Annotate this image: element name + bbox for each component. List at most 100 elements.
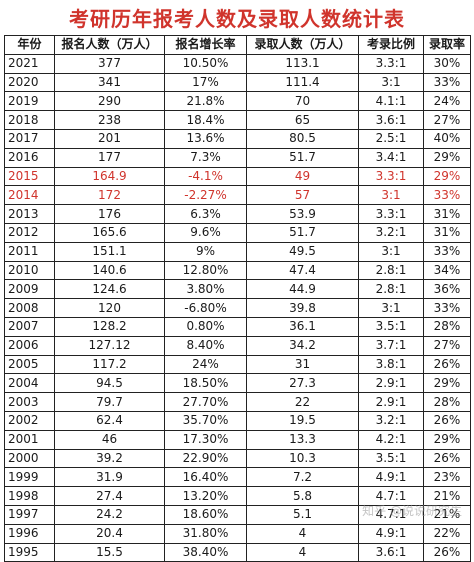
cell-ratio: 3.3:1 (358, 53, 424, 74)
cell-applicants: 177 (54, 147, 165, 168)
table-row: 2009 124.6 3.80% 44.9 2.8:1 36% (4, 279, 471, 300)
table-row: 2021 377 10.50% 113.1 3.3:1 30% (4, 53, 471, 74)
cell-admitted: 49.5 (246, 241, 359, 262)
cell-admission-rate: 33% (423, 298, 471, 318)
table-row: 2018 238 18.4% 65 3.6:1 27% (4, 110, 471, 130)
cell-applicants: 46 (54, 429, 165, 450)
cell-ratio: 3:1 (358, 72, 424, 93)
cell-ratio: 3.2:1 (358, 222, 424, 243)
cell-year: 2002 (4, 410, 55, 431)
cell-applicants: 164.9 (54, 166, 165, 187)
cell-admitted: 31 (246, 354, 359, 375)
cell-applicants: 62.4 (54, 410, 165, 431)
cell-growth-rate: 18.50% (164, 373, 247, 394)
table-row: 2004 94.5 18.50% 27.3 2.9:1 29% (4, 373, 471, 394)
table-row: 1997 24.2 18.60% 5.1 4.7:1 21% (4, 504, 471, 525)
watermark: 知乎 @说说研究生 (362, 504, 462, 518)
cell-admitted: 4 (246, 523, 359, 544)
table-row: 2001 46 17.30% 13.3 4.2:1 29% (4, 429, 471, 450)
cell-growth-rate: -4.1% (164, 166, 247, 187)
cell-applicants: 151.1 (54, 241, 165, 262)
cell-admitted: 36.1 (246, 316, 359, 337)
cell-admitted: 70 (246, 91, 359, 112)
table-row: 1995 15.5 38.40% 4 3.6:1 26% (4, 542, 471, 562)
page-title: 考研历年报考人数及录取人数统计表 (69, 6, 405, 31)
cell-ratio: 3.5:1 (358, 316, 424, 337)
cell-year: 2018 (4, 110, 55, 130)
cell-admitted: 65 (246, 110, 359, 130)
cell-applicants: 20.4 (54, 523, 165, 544)
cell-admitted: 27.3 (246, 373, 359, 394)
cell-year: 1995 (4, 542, 55, 562)
cell-applicants: 165.6 (54, 222, 165, 243)
cell-year: 2017 (4, 128, 55, 149)
cell-ratio: 3.6:1 (358, 542, 424, 562)
cell-ratio: 3.5:1 (358, 448, 424, 469)
table-row: 2020 341 17% 111.4 3:1 33% (4, 72, 471, 93)
cell-year: 1998 (4, 486, 55, 506)
cell-admission-rate: 30% (423, 53, 471, 74)
cell-applicants: 290 (54, 91, 165, 112)
cell-admitted: 51.7 (246, 147, 359, 168)
cell-growth-rate: 7.3% (164, 147, 247, 168)
cell-admitted: 22 (246, 392, 359, 412)
cell-admission-rate: 26% (423, 448, 471, 469)
table-row: 2014 172 -2.27% 57 3:1 33% (4, 185, 471, 206)
cell-ratio: 3.2:1 (358, 410, 424, 431)
cell-year: 1999 (4, 467, 55, 488)
cell-admission-rate: 26% (423, 410, 471, 431)
cell-year: 2003 (4, 392, 55, 412)
cell-applicants: 79.7 (54, 392, 165, 412)
cell-applicants: 140.6 (54, 260, 165, 281)
header-admission-rate: 录取率 (423, 35, 471, 55)
cell-ratio: 4.9:1 (358, 467, 424, 488)
cell-applicants: 31.9 (54, 467, 165, 488)
table-row: 1996 20.4 31.80% 4 4.9:1 22% (4, 523, 471, 544)
cell-applicants: 117.2 (54, 354, 165, 375)
cell-ratio: 3.3:1 (358, 204, 424, 224)
cell-admitted: 53.9 (246, 204, 359, 224)
cell-admission-rate: 36% (423, 279, 471, 300)
cell-ratio: 3:1 (358, 241, 424, 262)
cell-admitted: 4 (246, 542, 359, 562)
cell-admission-rate: 27% (423, 335, 471, 356)
cell-growth-rate: 0.80% (164, 316, 247, 337)
header-growth-rate: 报名增长率 (164, 35, 247, 55)
cell-admission-rate: 23% (423, 467, 471, 488)
cell-admitted: 57 (246, 185, 359, 206)
cell-admitted: 111.4 (246, 72, 359, 93)
cell-growth-rate: 21.8% (164, 91, 247, 112)
cell-year: 2001 (4, 429, 55, 450)
cell-year: 2007 (4, 316, 55, 337)
cell-ratio: 3.7:1 (358, 335, 424, 356)
cell-admitted: 7.2 (246, 467, 359, 488)
cell-admitted: 19.5 (246, 410, 359, 431)
table-row: 2013 176 6.3% 53.9 3.3:1 31% (4, 204, 471, 224)
table-row: 2006 127.12 8.40% 34.2 3.7:1 27% (4, 335, 471, 356)
table-row: 2007 128.2 0.80% 36.1 3.5:1 28% (4, 316, 471, 337)
cell-admission-rate: 33% (423, 185, 471, 206)
cell-growth-rate: -6.80% (164, 298, 247, 318)
cell-admission-rate: 29% (423, 147, 471, 168)
table-row: 2002 62.4 35.70% 19.5 3.2:1 26% (4, 410, 471, 431)
cell-applicants: 377 (54, 53, 165, 74)
cell-admitted: 10.3 (246, 448, 359, 469)
cell-applicants: 176 (54, 204, 165, 224)
cell-admission-rate: 28% (423, 316, 471, 337)
cell-growth-rate: -2.27% (164, 185, 247, 206)
header-applicants: 报名人数（万人） (54, 35, 165, 55)
cell-growth-rate: 9.6% (164, 222, 247, 243)
cell-growth-rate: 9% (164, 241, 247, 262)
table-row: 2019 290 21.8% 70 4.1:1 24% (4, 91, 471, 112)
table-row: 2000 39.2 22.90% 10.3 3.5:1 26% (4, 448, 471, 469)
table-row: 1999 31.9 16.40% 7.2 4.9:1 23% (4, 467, 471, 488)
cell-growth-rate: 10.50% (164, 53, 247, 74)
cell-admission-rate: 34% (423, 260, 471, 281)
cell-applicants: 24.2 (54, 504, 165, 525)
cell-admission-rate: 31% (423, 204, 471, 224)
cell-growth-rate: 27.70% (164, 392, 247, 412)
cell-ratio: 2.5:1 (358, 128, 424, 149)
cell-ratio: 3.3:1 (358, 166, 424, 187)
cell-admitted: 44.9 (246, 279, 359, 300)
cell-growth-rate: 6.3% (164, 204, 247, 224)
